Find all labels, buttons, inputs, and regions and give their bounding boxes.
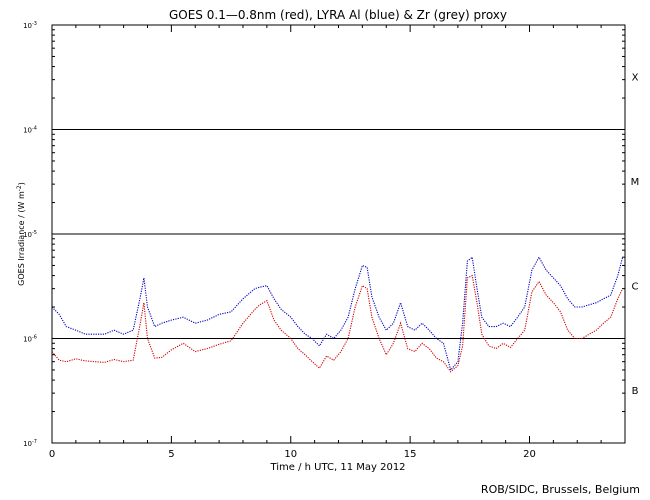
y-tick-exponent: -3 xyxy=(32,21,37,27)
y-axis-label-main: GOES Irradiance / (W m xyxy=(17,191,26,286)
x-tick-label: 0 xyxy=(49,449,55,460)
y-axis-label: GOES Irradiance / (W m-2) xyxy=(16,182,26,286)
flare-class-label: B xyxy=(632,386,639,397)
y-tick-base: 10 xyxy=(23,440,32,448)
x-axis-label: Time / h UTC, 11 May 2012 xyxy=(269,462,405,473)
x-tick-label: 20 xyxy=(523,449,536,460)
y-tick-exponent: -4 xyxy=(32,126,37,132)
chart-title: GOES 0.1—0.8nm (red), LYRA Al (blue) & Z… xyxy=(169,8,507,22)
x-tick-label: 15 xyxy=(404,449,417,460)
y-tick-base: 10 xyxy=(23,336,32,344)
x-axis-ticks: 0 5 10 15 20 xyxy=(49,25,626,460)
y-axis-label-end: ) xyxy=(17,182,26,185)
flare-class-label: C xyxy=(632,282,639,293)
y-tick-base: 10 xyxy=(23,22,32,30)
x-tick-label: 5 xyxy=(168,449,174,460)
x-tick-label: 10 xyxy=(284,449,297,460)
credit-text: ROB/SIDC, Brussels, Belgium xyxy=(481,483,640,496)
y-tick-label: 10-4 xyxy=(23,126,37,135)
y-tick-label: 10-7 xyxy=(23,439,37,448)
series-line xyxy=(51,256,624,372)
y-tick-exponent: -7 xyxy=(32,439,37,445)
y-tick-label: 10-6 xyxy=(23,335,37,344)
y-tick-exponent: -5 xyxy=(32,230,37,236)
y-tick-base: 10 xyxy=(23,127,32,135)
y-tick-base: 10 xyxy=(23,231,32,239)
y-tick-exponent: -6 xyxy=(32,335,37,341)
y-tick-label: 10-3 xyxy=(23,21,37,30)
y-axis-label-sup: -2 xyxy=(16,185,23,191)
flare-class-label: M xyxy=(631,177,640,188)
plot-area xyxy=(51,129,625,373)
series-line xyxy=(51,274,624,373)
flare-class-labels: X M C B xyxy=(631,73,640,397)
flare-class-label: X xyxy=(632,73,639,84)
y-axis-ticks: 10-710-610-510-410-3 xyxy=(23,21,625,448)
y-tick-label: 10-5 xyxy=(23,230,37,239)
